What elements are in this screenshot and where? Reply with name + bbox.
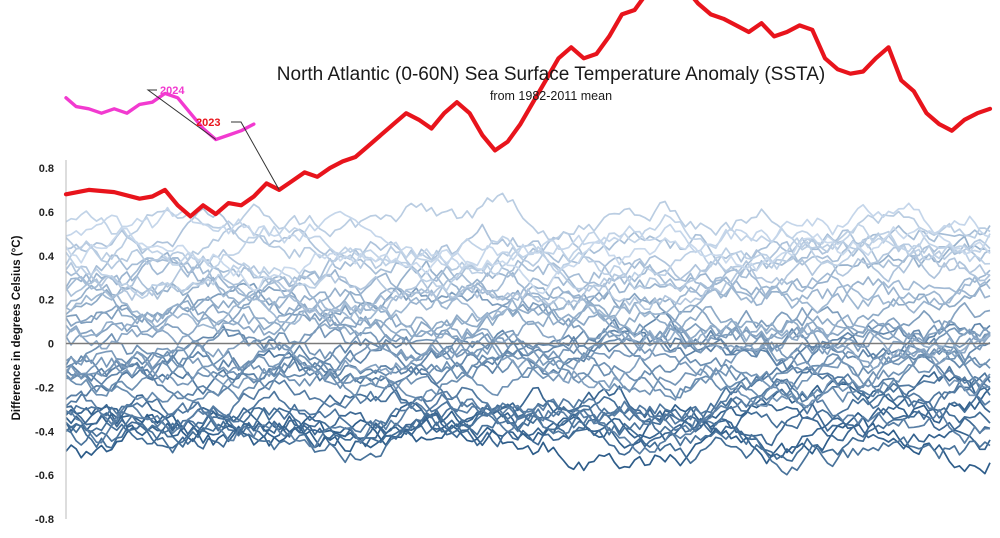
- historical-year-line: [65, 285, 991, 346]
- historical-year-line: [65, 230, 991, 300]
- historical-year-line: [65, 192, 991, 262]
- historical-year-line: [65, 342, 991, 402]
- historical-year-line: [65, 364, 991, 444]
- historical-year-line: [65, 403, 991, 456]
- historical-year-line: [65, 202, 991, 270]
- historical-year-line: [65, 327, 991, 396]
- y-tick-label: 0.6: [39, 207, 54, 219]
- highlight-series-group: [63, 0, 993, 219]
- annotation-2023: 2023: [196, 117, 220, 129]
- series-line-2023: [63, 0, 993, 219]
- historical-year-line: [65, 257, 991, 325]
- y-tick-label: -0.2: [35, 382, 54, 394]
- historical-years-series-group: [65, 192, 991, 476]
- historical-year-line: [65, 349, 991, 435]
- historical-year-line: [65, 243, 991, 311]
- series-annotations: 2024 2023: [146, 85, 280, 191]
- historical-year-line: [65, 386, 990, 455]
- annotation-2024: 2024: [160, 85, 185, 97]
- historical-year-line: [65, 412, 991, 475]
- historical-year-line: [65, 282, 991, 343]
- series-line-2024: [64, 91, 256, 142]
- y-tick-label: 0: [48, 339, 54, 351]
- y-tick-label: -0.8: [35, 514, 54, 526]
- y-tick-label: -0.6: [35, 470, 54, 482]
- historical-year-line: [65, 269, 991, 332]
- y-tick-label: 0.4: [39, 251, 55, 263]
- historical-year-line: [65, 290, 991, 358]
- y-tick-labels: 0.8 0.6 0.4 0.2 0 -0.2 -0.4 -0.6 -0.8: [35, 163, 55, 526]
- historical-year-line: [65, 333, 991, 409]
- leader-line-2023: [231, 121, 280, 191]
- axes: [65, 160, 990, 519]
- historical-year-line: [65, 303, 991, 370]
- y-tick-label: 0.8: [39, 163, 54, 175]
- chart-title: North Atlantic (0-60N) Sea Surface Tempe…: [277, 64, 825, 85]
- y-tick-label: 0.2: [39, 295, 54, 307]
- y-axis-label: Difference in degrees Celsius (°C): [11, 235, 23, 420]
- historical-year-line: [65, 399, 991, 476]
- historical-year-line: [65, 210, 991, 269]
- y-tick-label: -0.4: [35, 426, 55, 438]
- historical-year-line: [65, 226, 991, 295]
- chart-subtitle: from 1982-2011 mean: [490, 89, 612, 103]
- leader-line-2024: [146, 89, 217, 140]
- historical-year-line: [65, 315, 991, 389]
